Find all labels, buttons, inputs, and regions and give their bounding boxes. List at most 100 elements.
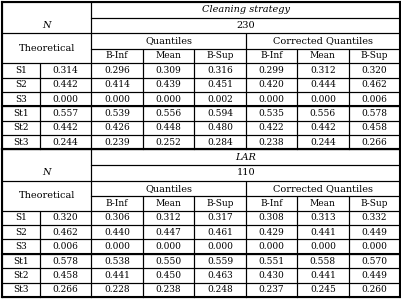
Text: LAR: LAR [235, 153, 255, 162]
Polygon shape [40, 77, 91, 92]
Text: 0.006: 0.006 [360, 95, 386, 104]
Polygon shape [296, 135, 348, 150]
Text: 0.558: 0.558 [309, 257, 335, 266]
Text: S1: S1 [15, 66, 27, 75]
Text: 0.332: 0.332 [360, 213, 386, 222]
Polygon shape [91, 92, 142, 106]
Text: 0.441: 0.441 [309, 271, 335, 280]
Text: 0.449: 0.449 [360, 271, 386, 280]
Text: St3: St3 [13, 285, 28, 294]
Polygon shape [142, 106, 194, 121]
Polygon shape [2, 63, 40, 77]
Polygon shape [194, 254, 245, 268]
Text: B-Inf: B-Inf [259, 199, 282, 208]
Text: B-Sup: B-Sup [360, 51, 387, 60]
Polygon shape [194, 135, 245, 150]
Text: N: N [43, 21, 51, 30]
Text: 0.420: 0.420 [258, 80, 284, 89]
Text: Mean: Mean [155, 199, 181, 208]
Text: 0.449: 0.449 [360, 228, 386, 237]
Polygon shape [348, 268, 399, 283]
Text: 0.444: 0.444 [309, 80, 335, 89]
Text: 0.414: 0.414 [104, 80, 130, 89]
Polygon shape [296, 63, 348, 77]
Text: 0.594: 0.594 [207, 109, 232, 118]
Text: 0.429: 0.429 [258, 228, 284, 237]
Text: 230: 230 [236, 21, 254, 30]
Text: S3: S3 [15, 95, 27, 104]
Polygon shape [348, 92, 399, 106]
Polygon shape [245, 135, 296, 150]
Polygon shape [348, 196, 399, 211]
Text: St2: St2 [13, 123, 28, 132]
Text: 0.539: 0.539 [104, 109, 130, 118]
Polygon shape [142, 254, 194, 268]
Polygon shape [2, 2, 91, 33]
Polygon shape [348, 283, 399, 297]
Text: 0.006: 0.006 [53, 242, 78, 251]
Polygon shape [194, 49, 245, 63]
Text: St2: St2 [13, 271, 28, 280]
Text: 0.306: 0.306 [104, 213, 130, 222]
Text: Mean: Mean [155, 51, 181, 60]
Polygon shape [194, 106, 245, 121]
Text: Corrected Quantiles: Corrected Quantiles [272, 184, 372, 193]
Text: 0.570: 0.570 [360, 257, 386, 266]
Text: 0.317: 0.317 [207, 213, 232, 222]
Text: 0.458: 0.458 [360, 123, 386, 132]
Polygon shape [296, 268, 348, 283]
Polygon shape [2, 121, 40, 135]
Polygon shape [40, 225, 91, 239]
Text: 0.462: 0.462 [53, 228, 78, 237]
Text: 0.559: 0.559 [207, 257, 233, 266]
Polygon shape [296, 254, 348, 268]
Text: 0.000: 0.000 [207, 242, 232, 251]
Polygon shape [348, 121, 399, 135]
Polygon shape [2, 211, 40, 225]
Polygon shape [245, 239, 296, 254]
Polygon shape [296, 211, 348, 225]
Polygon shape [40, 106, 91, 121]
Text: Theoretical: Theoretical [18, 44, 75, 53]
Text: 0.312: 0.312 [309, 66, 335, 75]
Text: Theoretical: Theoretical [18, 191, 75, 200]
Text: 0.462: 0.462 [360, 80, 386, 89]
Polygon shape [142, 92, 194, 106]
Text: 0.314: 0.314 [53, 66, 78, 75]
Polygon shape [296, 239, 348, 254]
Text: 0.244: 0.244 [53, 138, 78, 147]
Polygon shape [91, 121, 142, 135]
Polygon shape [348, 211, 399, 225]
Text: 0.239: 0.239 [104, 138, 130, 147]
Text: 0.002: 0.002 [207, 95, 232, 104]
Polygon shape [40, 211, 91, 225]
Polygon shape [91, 33, 245, 49]
Polygon shape [2, 106, 40, 121]
Polygon shape [91, 165, 399, 181]
Polygon shape [91, 63, 142, 77]
Polygon shape [296, 77, 348, 92]
Polygon shape [91, 225, 142, 239]
Text: 0.463: 0.463 [207, 271, 232, 280]
Polygon shape [194, 283, 245, 297]
Text: B-Inf: B-Inf [105, 199, 128, 208]
Polygon shape [142, 63, 194, 77]
Text: 0.228: 0.228 [104, 285, 130, 294]
Text: 0.000: 0.000 [104, 95, 130, 104]
Text: St1: St1 [13, 257, 29, 266]
Polygon shape [40, 283, 91, 297]
Polygon shape [40, 121, 91, 135]
Polygon shape [91, 196, 142, 211]
Polygon shape [194, 92, 245, 106]
Polygon shape [194, 268, 245, 283]
Text: 0.312: 0.312 [155, 213, 181, 222]
Text: 0.578: 0.578 [53, 257, 79, 266]
Text: 0.440: 0.440 [104, 228, 130, 237]
Polygon shape [2, 150, 91, 181]
Text: 0.309: 0.309 [155, 66, 181, 75]
Polygon shape [2, 135, 40, 150]
Text: S2: S2 [15, 80, 27, 89]
Polygon shape [40, 135, 91, 150]
Polygon shape [40, 254, 91, 268]
Polygon shape [91, 239, 142, 254]
